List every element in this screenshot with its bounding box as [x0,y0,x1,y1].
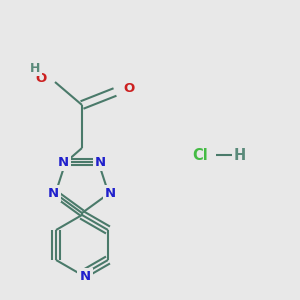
Text: N: N [48,187,59,200]
Text: Cl: Cl [192,148,208,163]
Text: N: N [58,156,69,169]
Text: H: H [30,61,40,74]
Text: N: N [80,269,91,283]
Text: N: N [105,187,116,200]
Text: O: O [123,82,134,95]
Text: H: H [234,148,246,163]
Text: O: O [36,73,47,85]
Text: N: N [95,156,106,169]
